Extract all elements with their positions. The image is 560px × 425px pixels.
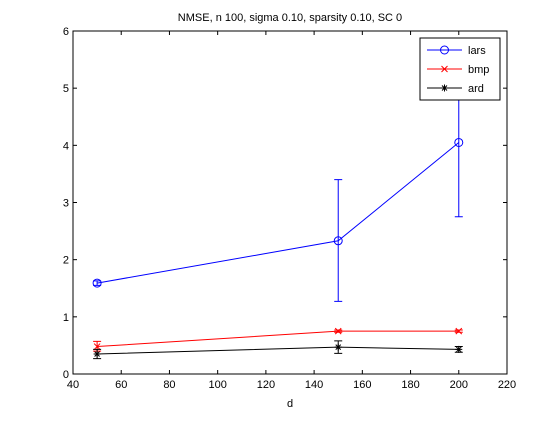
data-point-ard — [335, 344, 342, 351]
x-tick-label: 180 — [401, 379, 419, 391]
legend-marker — [441, 85, 448, 92]
data-point-ard — [455, 346, 462, 353]
x-tick-label: 120 — [257, 379, 275, 391]
legend: lars bmp ard — [420, 38, 500, 100]
y-tick-label: 2 — [63, 255, 69, 267]
data-point-ard — [94, 350, 101, 357]
x-tick-label: 220 — [498, 379, 516, 391]
y-tick-label: 6 — [63, 26, 69, 38]
x-axis-label: d — [287, 398, 293, 410]
x-tick-label: 100 — [208, 379, 226, 391]
chart-title: NMSE, n 100, sigma 0.10, sparsity 0.10, … — [178, 12, 402, 24]
x-tick-label: 140 — [305, 379, 323, 391]
y-tick-label: 4 — [63, 140, 69, 152]
x-tick-label: 60 — [115, 379, 127, 391]
y-tick-label: 3 — [63, 198, 69, 210]
y-tick-label: 5 — [63, 83, 69, 95]
legend-label: ard — [468, 83, 484, 95]
x-tick-label: 160 — [353, 379, 371, 391]
x-tick-label: 80 — [163, 379, 175, 391]
legend-label: bmp — [468, 64, 489, 76]
y-tick-label: 1 — [63, 312, 69, 324]
legend-label: lars — [468, 45, 486, 57]
x-tick-label: 200 — [450, 379, 468, 391]
y-tick-label: 0 — [63, 369, 69, 381]
